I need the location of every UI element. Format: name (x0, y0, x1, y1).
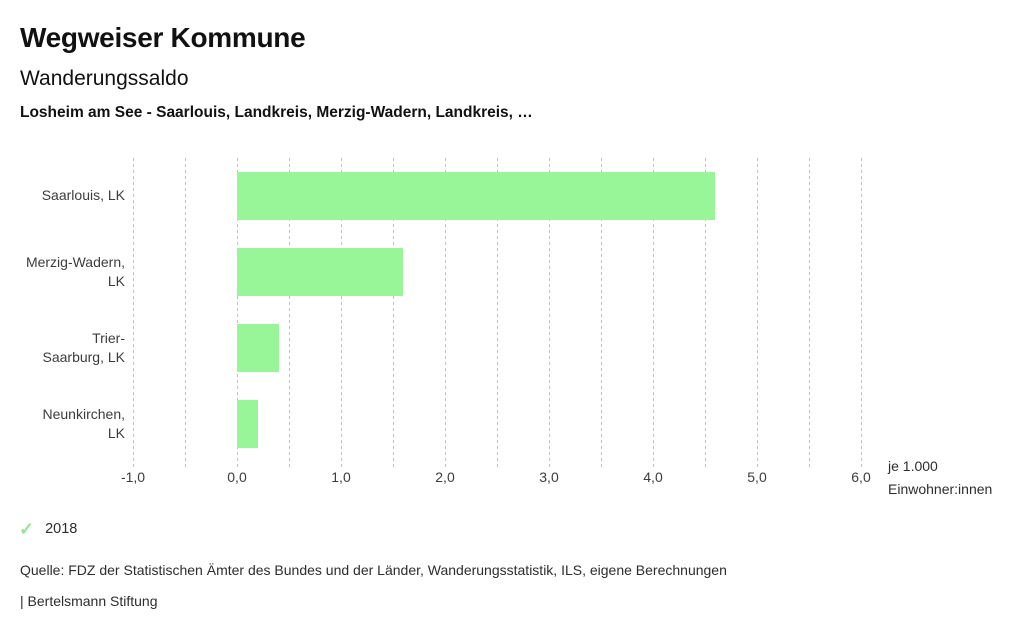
x-tick-label: 0,0 (227, 469, 247, 485)
gridline (445, 158, 446, 468)
legend-label: 2018 (45, 521, 78, 537)
category-label-line: Merzig-Wadern, (25, 253, 125, 270)
bar-neunkirchen-lk[interactable] (237, 400, 258, 448)
gridline (653, 158, 654, 468)
category-label-line: LK (107, 425, 125, 441)
x-axis-unit-label: je 1.000 Einwohner:innen (888, 455, 992, 501)
x-tick-label: 2,0 (435, 469, 455, 485)
x-axis-tick-labels: -1,0 0,0 1,0 2,0 3,0 4,0 5,0 6,0 (121, 469, 871, 489)
category-label: Trier- Saarburg, LK (0, 310, 126, 386)
category-label-line: LK (107, 273, 125, 289)
x-tick-label: 5,0 (747, 469, 767, 485)
attribution-note: | Bertelsmann Stiftung (20, 593, 158, 609)
bar-merzig-wadern-lk[interactable] (237, 248, 404, 296)
chart-title: Wanderungssaldo (20, 67, 189, 90)
gridline (497, 158, 498, 468)
category-label: Saarlouis, LK (0, 158, 125, 234)
chart-subtitle: Losheim am See - Saarlouis, Landkreis, M… (20, 104, 533, 121)
gridline (705, 158, 706, 468)
gridline (341, 158, 342, 468)
gridline (133, 158, 134, 468)
category-label-line: Trier- (92, 329, 125, 346)
bar-saarlouis-lk[interactable] (237, 172, 716, 220)
x-tick-label: 3,0 (539, 469, 559, 485)
x-tick-label: 4,0 (643, 469, 663, 485)
x-tick-label: 1,0 (331, 469, 351, 485)
category-label-line: Saarlouis, LK (41, 187, 125, 204)
gridline (861, 158, 862, 468)
legend-item-2018[interactable]: ✓ 2018 (19, 520, 77, 538)
gridline (393, 158, 394, 468)
plot-area (133, 158, 862, 468)
gridline (237, 158, 238, 468)
category-label-line: Saarburg, LK (42, 349, 126, 365)
checkmark-icon: ✓ (19, 519, 35, 539)
y-axis-category-labels: Saarlouis, LK Merzig-Wadern, LK Trier- Saarb… (0, 158, 125, 462)
x-tick-label: 6,0 (851, 469, 871, 485)
gridline (289, 158, 290, 468)
x-axis-unit-line1: je 1.000 (888, 458, 938, 474)
x-axis-unit-line2: Einwohner:innen (888, 481, 993, 497)
category-label-line: Neunkirchen, (42, 405, 126, 422)
gridline (809, 158, 810, 468)
bar-trier-saarburg-lk[interactable] (237, 324, 279, 372)
gridline (185, 158, 186, 468)
category-label: Merzig-Wadern, LK (0, 234, 125, 310)
gridline (757, 158, 758, 468)
source-note: Quelle: FDZ der Statistischen Ämter des … (20, 562, 727, 578)
category-label: Neunkirchen, LK (0, 386, 126, 462)
app-title: Wegweiser Kommune (20, 22, 306, 53)
gridline (601, 158, 602, 468)
gridline (549, 158, 550, 468)
x-tick-label: -1,0 (120, 469, 146, 485)
